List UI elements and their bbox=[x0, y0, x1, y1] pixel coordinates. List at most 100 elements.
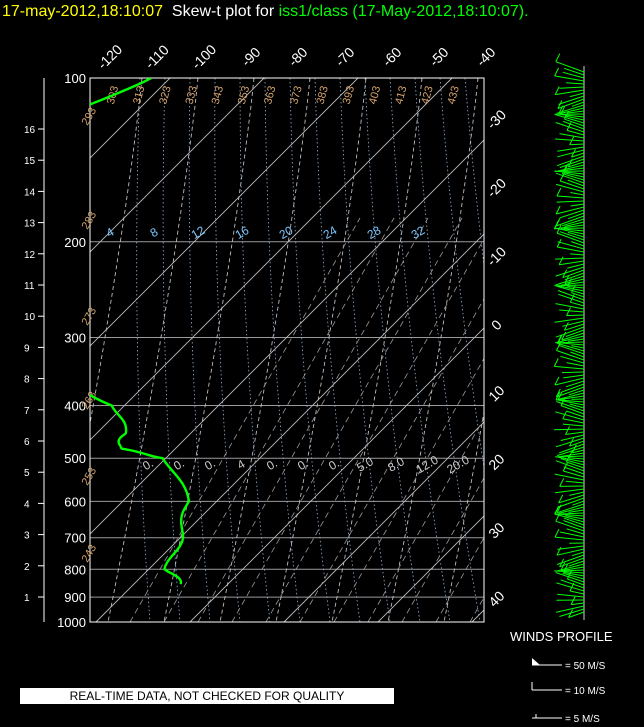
pressure-tick-label: 600 bbox=[64, 494, 86, 509]
moist-adiabat bbox=[464, 78, 484, 269]
wind-barb bbox=[554, 365, 585, 370]
wind-barb-feather bbox=[556, 342, 561, 351]
wind-barb-feather bbox=[556, 504, 562, 513]
mixing-ratio-label-upper: 12 bbox=[189, 223, 208, 242]
dry-adiabat bbox=[500, 78, 590, 622]
isotherm-line bbox=[90, 78, 453, 441]
moist-adiabat-label: 383 bbox=[315, 85, 331, 106]
wind-barb bbox=[563, 470, 585, 478]
dry-adiabat bbox=[219, 78, 311, 622]
wind-barb bbox=[558, 285, 585, 292]
isotherm-line bbox=[189, 327, 484, 622]
wind-barb-feather bbox=[564, 110, 569, 120]
dry-adiabat bbox=[443, 409, 484, 622]
wind-barb bbox=[559, 531, 585, 538]
wind-barb bbox=[557, 545, 585, 550]
wind-barb bbox=[569, 403, 585, 409]
wind-barb bbox=[554, 317, 585, 323]
wind-barb bbox=[569, 440, 585, 447]
wind-barb-feather bbox=[566, 122, 572, 131]
wind-barb bbox=[567, 263, 585, 269]
wind-barb-feather bbox=[571, 444, 577, 454]
wind-barb bbox=[559, 443, 585, 454]
mixing-ratio-label-upper: 16 bbox=[233, 223, 252, 242]
moist-adiabat-label: 313 bbox=[131, 85, 147, 106]
wind-barb bbox=[554, 536, 585, 541]
pressure-tick-label: 200 bbox=[64, 235, 86, 250]
wind-barb bbox=[559, 309, 585, 313]
wind-barb-feather bbox=[564, 275, 570, 284]
wind-barb bbox=[571, 101, 585, 107]
wind-barb bbox=[560, 405, 585, 415]
moist-adiabat bbox=[136, 78, 151, 622]
wind-barb bbox=[554, 428, 585, 431]
moist-adiabat bbox=[239, 78, 271, 622]
wind-barb bbox=[555, 460, 585, 472]
wind-barb bbox=[560, 180, 585, 190]
wind-barb bbox=[556, 548, 585, 556]
wind-barb bbox=[563, 520, 585, 529]
wind-barb bbox=[557, 399, 585, 406]
height-tick-label: 5 bbox=[24, 468, 30, 479]
mixing-ratio-line bbox=[163, 217, 395, 622]
wind-barb bbox=[569, 491, 585, 496]
height-tick-label: 12 bbox=[24, 250, 36, 261]
wind-barb bbox=[563, 172, 585, 178]
isotherm-label-right: 30 bbox=[485, 519, 507, 541]
wind-barb bbox=[556, 350, 585, 361]
mixing-ratio-line bbox=[401, 477, 484, 622]
wind-barb bbox=[558, 107, 585, 115]
moist-adiabat bbox=[314, 78, 361, 622]
wind-barb bbox=[570, 203, 585, 207]
pressure-tick-label: 800 bbox=[64, 562, 86, 577]
moist-adiabat-label: 343 bbox=[210, 85, 226, 106]
wind-barb bbox=[559, 133, 585, 139]
wind-barb-feather bbox=[557, 391, 563, 401]
moist-adiabat-label: 433 bbox=[446, 85, 462, 106]
height-tick-label: 13 bbox=[24, 219, 36, 230]
wind-barb-feather bbox=[554, 505, 560, 515]
profiles bbox=[90, 78, 191, 585]
wind-barb-feather bbox=[556, 238, 562, 248]
wind-barb bbox=[559, 260, 585, 266]
wind-barb bbox=[558, 344, 585, 355]
wind-barb bbox=[556, 200, 585, 203]
wind-barb bbox=[567, 578, 585, 586]
height-tick-label: 16 bbox=[24, 125, 36, 136]
wind-barb bbox=[562, 173, 585, 181]
wind-barb bbox=[570, 301, 585, 307]
wind-barb bbox=[562, 71, 585, 79]
wind-barb bbox=[568, 509, 585, 513]
wind-barb bbox=[560, 579, 585, 589]
wind-barb bbox=[555, 122, 585, 133]
wind-barb bbox=[569, 92, 585, 98]
wind-barb-feather bbox=[561, 165, 567, 174]
moist-adiabat-label: 393 bbox=[341, 85, 357, 106]
wind-barb bbox=[555, 563, 585, 572]
wind-barb bbox=[571, 551, 585, 557]
wind-barb-feather bbox=[556, 187, 562, 197]
wind-barb bbox=[559, 158, 585, 169]
wind-barb bbox=[568, 389, 585, 396]
isotherm-label-right: 0 bbox=[488, 316, 505, 333]
wind-barb-feather bbox=[558, 256, 564, 265]
wind-barb bbox=[564, 115, 585, 121]
wind-barb bbox=[555, 61, 585, 73]
wind-barb bbox=[562, 423, 585, 427]
wind-barb bbox=[568, 611, 585, 618]
isotherm-line bbox=[471, 609, 484, 622]
wind-barb-feather bbox=[562, 462, 568, 472]
moist-adiabat bbox=[214, 78, 241, 622]
wind-barb bbox=[565, 329, 585, 337]
moist-adiabat bbox=[339, 78, 391, 622]
plot-border bbox=[89, 77, 485, 623]
isotherm-line bbox=[90, 139, 484, 535]
wind-barb-feather bbox=[562, 410, 568, 420]
pressure-tick-label: 400 bbox=[64, 399, 86, 414]
mixing-ratio-label-lower: 20.0 bbox=[444, 452, 472, 476]
mixing-ratio-label-upper: 24 bbox=[321, 223, 340, 242]
wind-barb bbox=[557, 446, 585, 457]
moist-adiabat-label: 373 bbox=[288, 85, 304, 106]
wind-barb bbox=[561, 218, 585, 227]
wind-barb bbox=[555, 183, 585, 193]
